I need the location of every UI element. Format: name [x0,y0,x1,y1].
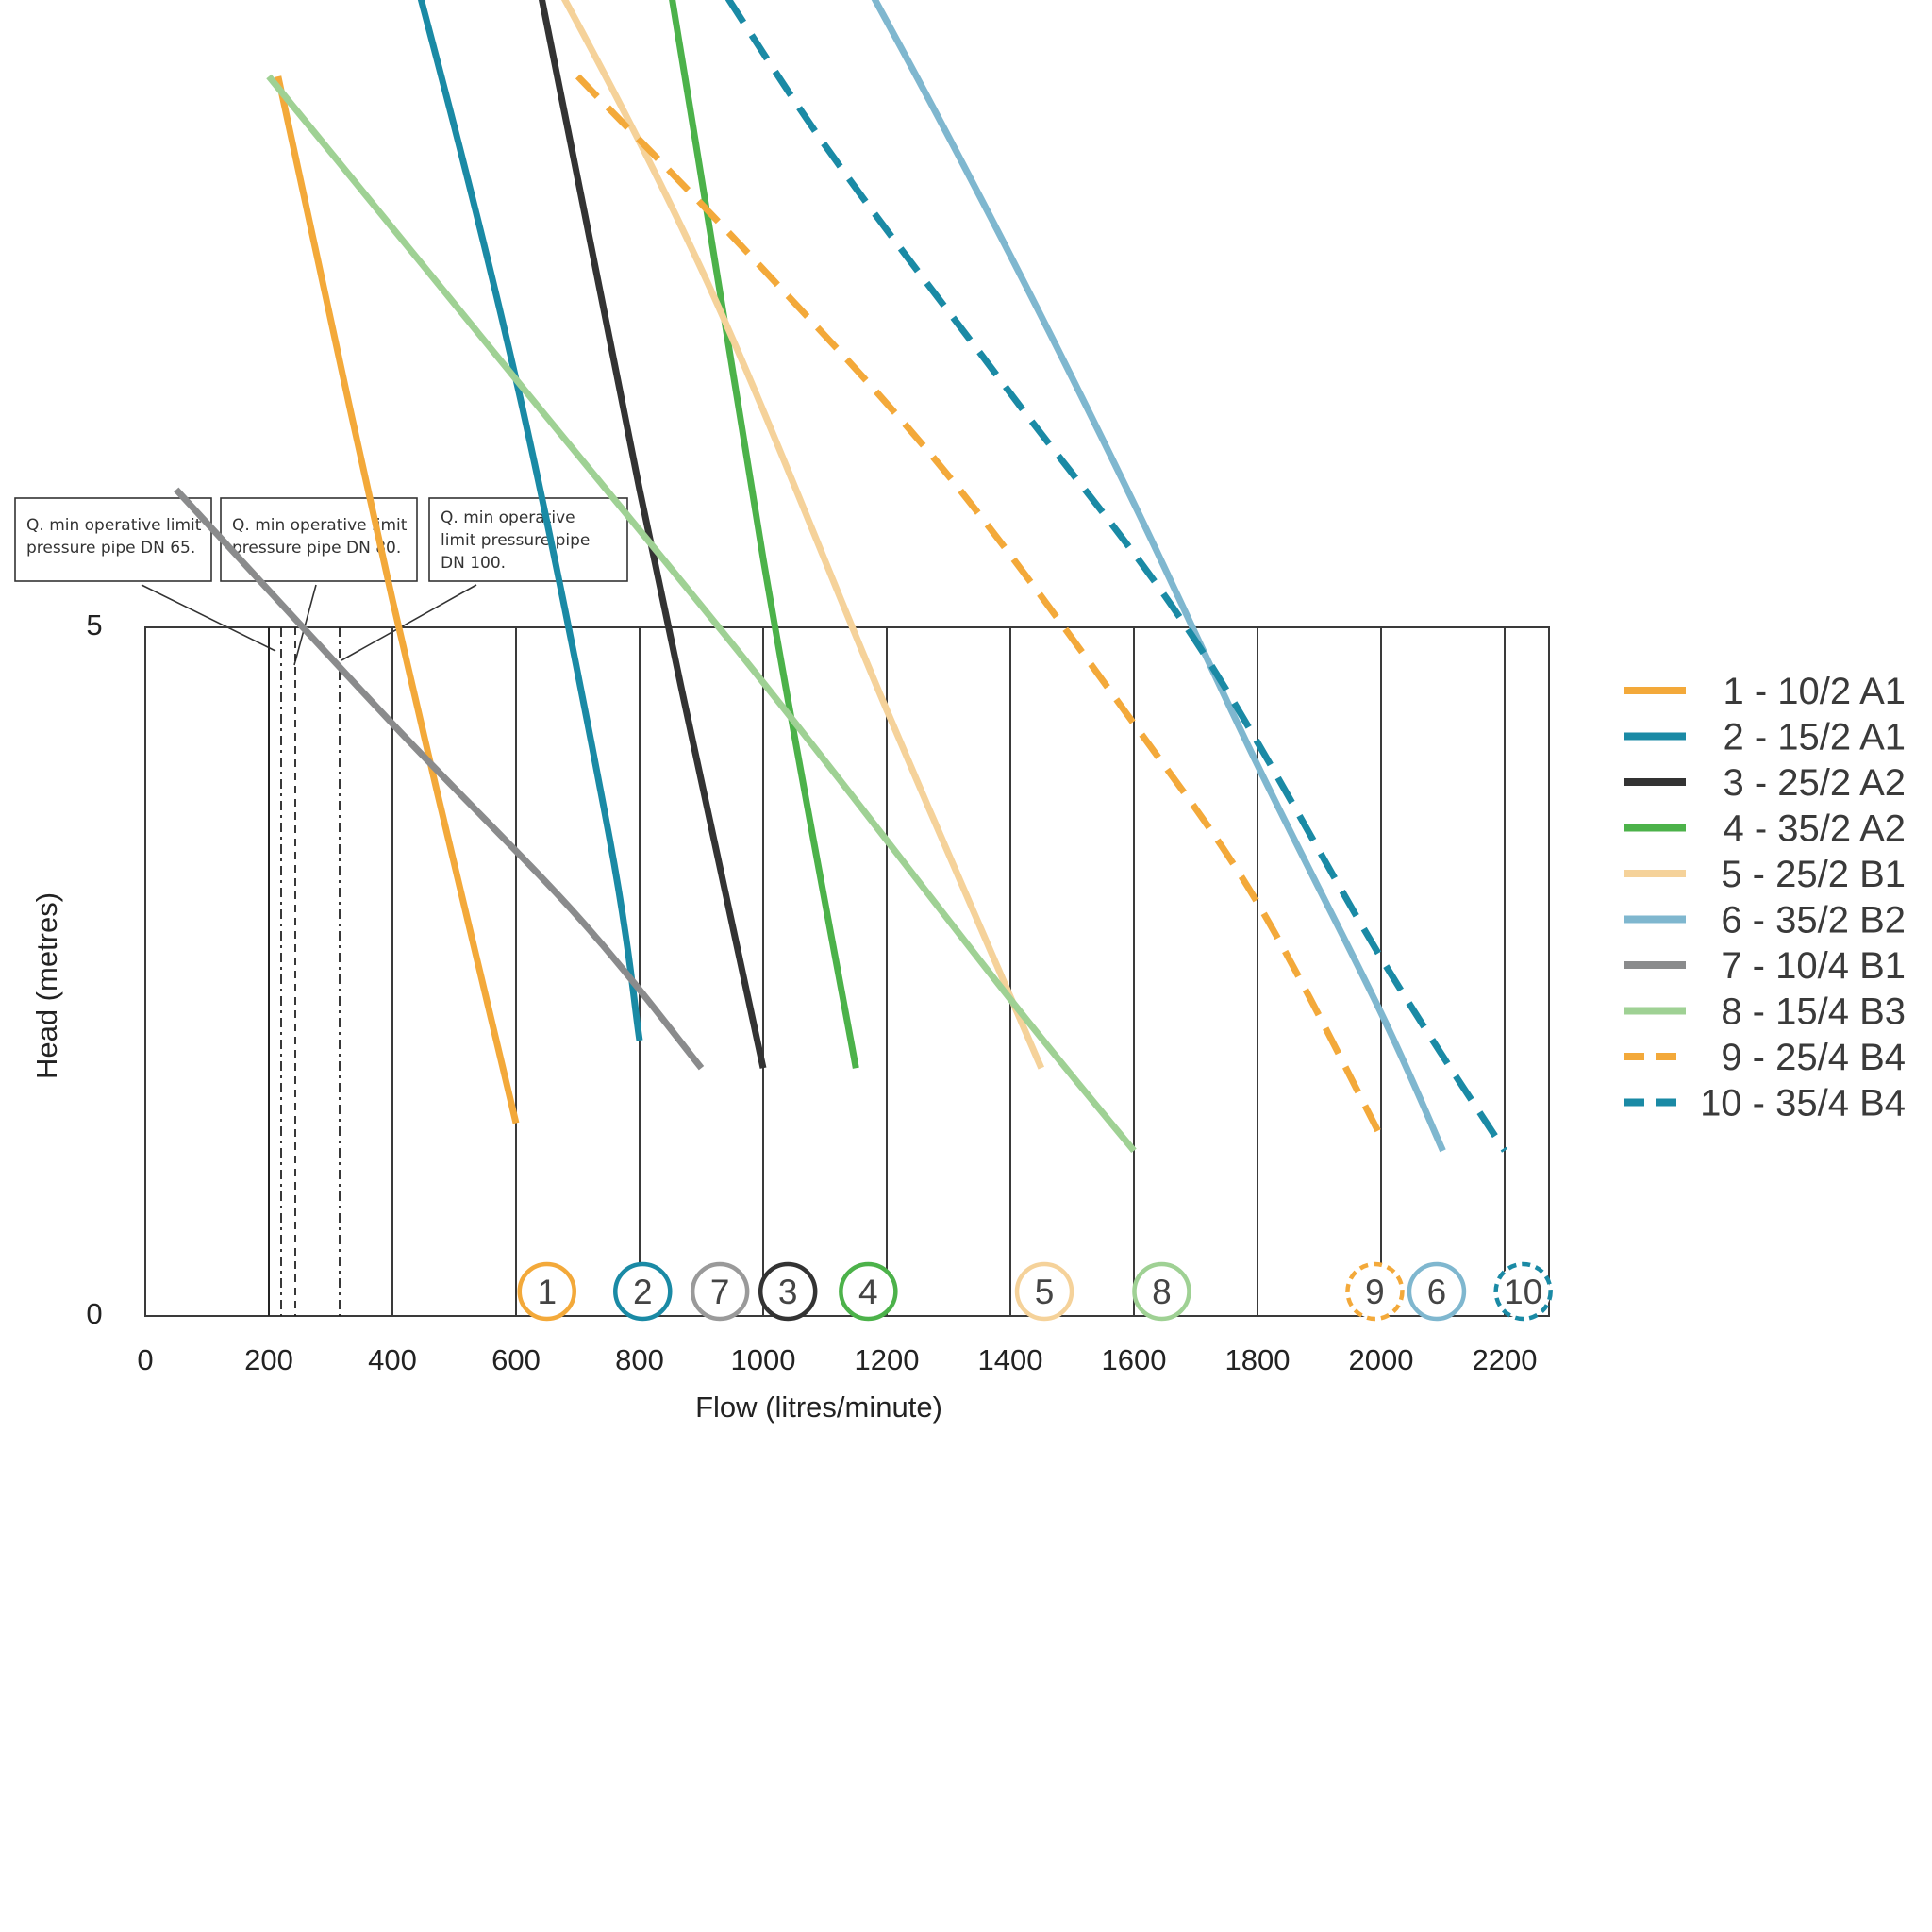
x-tick-label: 800 [615,1343,664,1376]
badge-label-2: 2 [633,1273,653,1311]
series-line-8 [266,74,1137,1154]
annotation-leader [341,584,477,661]
legend-label-5: 5 - 25/2 B1 [1721,854,1906,895]
y-tick-label: 5 [86,608,102,641]
badge-label-6: 6 [1427,1273,1447,1311]
annotation-text: limit pressure pipe [441,531,590,550]
series-line-4 [669,0,859,1069]
badge-circle-10 [1493,1261,1553,1322]
annotation-box [14,497,212,582]
series-lines [174,0,1507,1154]
x-tick-label: 2200 [1473,1343,1538,1376]
legend-label-8: 8 - 15/4 B3 [1721,991,1906,1033]
x-tick-label: 0 [137,1343,153,1376]
badge-circle-1 [517,1261,576,1322]
x-tick-label: 1600 [1102,1343,1167,1376]
annotation-text: Q. min operative [441,508,575,527]
legend-label-9: 9 - 25/4 B4 [1721,1037,1906,1078]
badge-circle-4 [839,1261,898,1322]
badge-circle-7 [690,1261,750,1322]
legend-label-4: 4 - 35/2 A2 [1724,808,1906,850]
series-line-5 [561,0,1045,1070]
x-tick-label: 600 [491,1343,541,1376]
x-tick-label: 2000 [1349,1343,1414,1376]
badge-label-4: 4 [858,1273,878,1311]
annotation-text: Q. min operative limit [26,516,202,535]
series-line-7 [174,487,705,1071]
badge-label-8: 8 [1152,1273,1172,1311]
x-axis-title: Flow (litres/minute) [695,1391,942,1424]
badge-label-10: 10 [1504,1273,1542,1311]
badge-circle-8 [1132,1261,1191,1322]
annotations: Q. min operative limit pressure pipe DN 6… [14,497,628,666]
badge-label-3: 3 [778,1273,798,1311]
min-limit-lines [268,627,341,1316]
badge-label-1: 1 [537,1273,557,1311]
badge-label-7: 7 [710,1273,730,1311]
annotation-text: pressure pipe DN 65. [26,539,195,558]
curve-badges: 1 2 7 3 4 5 8 9 6 10 [517,1261,1553,1322]
annotation-text: Q. min operative limit [232,516,408,535]
badge-label-9: 9 [1365,1273,1385,1311]
series-line-6 [871,0,1446,1153]
x-tick-label: 1000 [731,1343,796,1376]
legend-label-6: 6 - 35/2 B2 [1721,900,1906,941]
y-tick-label: 0 [86,1297,102,1330]
annotation-leader [141,584,276,652]
plot-frame [144,626,1550,1317]
annotation-text: DN 100. [441,554,506,573]
badge-circle-2 [613,1261,673,1322]
badge-circle-3 [758,1261,818,1322]
grid [144,626,1550,1317]
x-tick-label: 1200 [855,1343,920,1376]
series-line-1 [275,75,520,1124]
legend: 1 - 10/2 A1 2 - 15/2 A13 - 25/2 A24 - 35/… [1624,671,1906,1124]
badge-label-5: 5 [1035,1273,1055,1311]
badge-circle-9 [1345,1261,1405,1322]
legend-label-7: 7 - 10/4 B1 [1721,945,1906,987]
legend-label-10: 10 - 35/4 B4 [1700,1083,1906,1124]
x-tick-label: 400 [368,1343,417,1376]
badge-circle-5 [1014,1261,1074,1322]
legend-label-3: 3 - 25/2 A2 [1724,762,1906,804]
legend-label-2: 2 - 15/2 A1 [1724,717,1906,758]
x-tick-label: 1400 [978,1343,1043,1376]
annotation-text: pressure pipe DN 80. [232,539,401,558]
annotation-box [428,497,628,582]
y-axis-title: Head (metres) [30,892,63,1079]
tick-labels: 0 200 400 600 800 1000 1200 1400 1600 1800 2000 220… [86,608,1538,1376]
legend-label-1: 1 - 10/2 A1 [1724,671,1906,712]
series-line-3 [539,0,767,1069]
series-line-9 [575,74,1385,1139]
badge-circle-6 [1407,1261,1467,1322]
x-tick-label: 200 [244,1343,293,1376]
series-line-10 [724,0,1507,1153]
x-tick-label: 1800 [1225,1343,1291,1376]
